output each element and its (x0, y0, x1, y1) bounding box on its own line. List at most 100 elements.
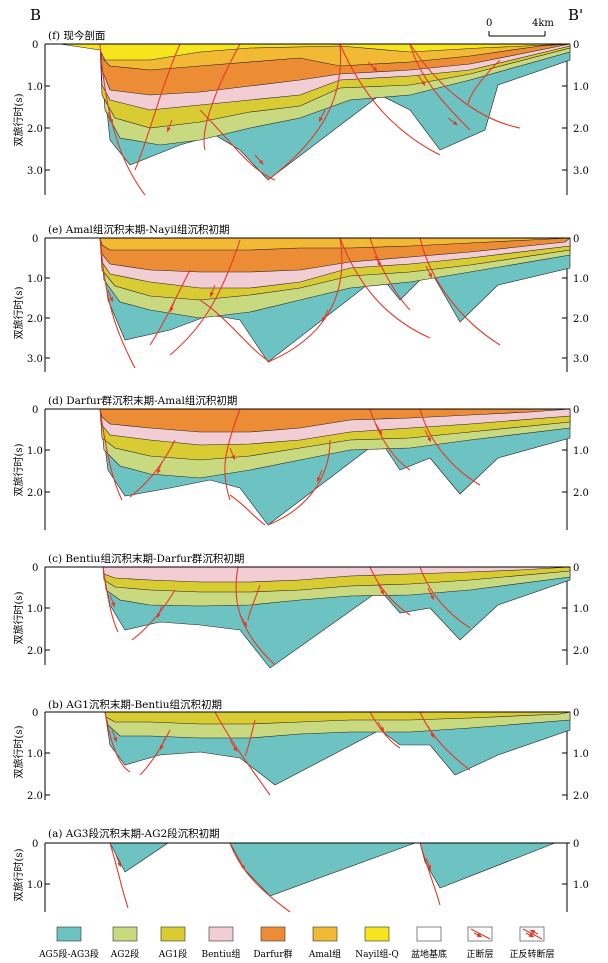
panel-f-tick-left-1: 1.0 (27, 82, 43, 93)
panel-b-tick-left-0: 0 (32, 708, 38, 719)
panel-d-faults (99, 408, 481, 526)
legend-label-nayil-q: Nayil组-Q (355, 948, 399, 960)
panel-f-tick-right-1: 1.0 (573, 82, 589, 93)
panel-b-tick-right-1: 1.0 (573, 749, 589, 760)
panel-b-strata (104, 711, 571, 786)
panel-a-ylabel: 双旅行时(s) (12, 848, 25, 901)
legend-label-inversion-fault: 正反转断层 (509, 948, 554, 960)
panel-f-tick-right-3: 3.0 (573, 166, 589, 177)
panel-f-ylabel: 双旅行时(s) (12, 93, 25, 146)
panel-f-fault-arrows (107, 61, 458, 165)
panel-e-tick-left-0: 0 (32, 234, 38, 245)
panel-f-faults (99, 43, 521, 196)
panel-c-tick-right-1: 1.0 (573, 604, 589, 615)
scale-bar: 0 4km (486, 18, 554, 37)
panel-a-right-axis (562, 842, 568, 912)
panel-b-caption: (b) AG1沉积末期-Bentiu组沉积初期 (48, 698, 222, 711)
panel-a-tick-left-0: 0 (32, 839, 38, 850)
panel-f-strata (59, 43, 571, 181)
panel-f-tick-right-2: 2.0 (573, 124, 589, 135)
panel-c-ylabel: 双旅行时(s) (12, 591, 25, 644)
legend-item-darfur: Darfur群 (253, 926, 293, 960)
legend-item-ag2: AG2段 (110, 926, 139, 960)
inversion-fault-icon (522, 928, 543, 940)
legend-label-ag2: AG2段 (110, 948, 139, 960)
panel-a-strata (109, 842, 556, 897)
panel-a-tick-right-0: 0 (573, 839, 579, 850)
panel-c-tick-right-0: 0 (573, 563, 579, 574)
panel-c-tick-left-2: 2.0 (27, 646, 43, 657)
panel-c-tick-left-0: 0 (32, 563, 38, 574)
legend-item-nayil-q: Nayil组-Q (355, 926, 399, 960)
panel-d: (d) Darfur群沉积末期-Amal组沉积初期 双旅行时(s) 0 1.0 … (12, 394, 589, 530)
panel-a-faults (109, 842, 441, 913)
legend-item-amal: Amal组 (308, 926, 341, 960)
panel-d-tick-left-1: 1.0 (27, 446, 43, 457)
panel-b-tick-left-2: 2.0 (27, 791, 43, 802)
panel-a-caption: (a) AG3段沉积末期-AG2段沉积初期 (48, 827, 220, 840)
panel-d-left-axis (44, 408, 50, 530)
legend-item-basement: 盆地基底 (411, 926, 447, 960)
panel-e: (e) Amal组沉积末期-Nayil组沉积初期 双旅行时(s) 0 1.0 2… (12, 223, 589, 372)
panel-d-tick-left-0: 0 (32, 405, 38, 416)
legend-item-ag1: AG1段 (158, 926, 187, 960)
legend: AG5段-AG3段 AG2段 AG1段 Bentiu组 Darfur群 Amal… (38, 926, 555, 960)
panel-a-tick-right-1: 1.0 (573, 880, 589, 891)
panel-c-tick-right-2: 2.0 (573, 646, 589, 657)
profile-start-label: B (30, 6, 41, 24)
panel-b-tick-right-2: 2.0 (573, 791, 589, 802)
legend-item-bentiu: Bentiu组 (201, 926, 241, 960)
panel-e-left-axis (44, 237, 50, 372)
panel-b-tick-left-1: 1.0 (27, 749, 43, 760)
panel-b: (b) AG1沉积末期-Bentiu组沉积初期 双旅行时(s) 0 1.0 2.… (12, 698, 589, 802)
panel-a: (a) AG3段沉积末期-AG2段沉积初期 双旅行时(s) 0 1.0 0 1.… (12, 827, 589, 913)
legend-label-basement: 盆地基底 (411, 948, 447, 960)
panel-e-caption: (e) Amal组沉积末期-Nayil组沉积初期 (48, 223, 230, 236)
panel-e-tick-left-3: 3.0 (27, 354, 43, 365)
panel-c-tick-left-1: 1.0 (27, 604, 43, 615)
panel-e-tick-right-0: 0 (573, 234, 579, 245)
legend-label-normal-fault: 正断层 (466, 948, 493, 960)
panel-e-faults (99, 237, 501, 369)
panel-a-fault-arrows (115, 854, 431, 871)
panel-e-tick-right-3: 3.0 (573, 354, 589, 365)
scale-zero-label: 0 (486, 18, 492, 29)
legend-item-inversion-fault: 正反转断层 (509, 926, 555, 960)
panel-c: (c) Bentiu组沉积末期-Darfur群沉积初期 双旅行时(s) 0 1.… (12, 552, 589, 669)
panel-d-tick-left-2: 2.0 (27, 488, 43, 499)
panel-f-right-axis (562, 43, 568, 195)
panel-a-left-axis (44, 842, 50, 912)
panel-f-tick-left-0: 0 (32, 40, 38, 51)
panel-e-ylabel: 双旅行时(s) (12, 286, 25, 339)
scale-end-label: 4km (532, 18, 554, 29)
panel-f-caption: (f) 现今剖面 (48, 29, 105, 42)
legend-label-ag1: AG1段 (158, 948, 187, 960)
panel-a-tick-left-1: 1.0 (27, 880, 43, 891)
panel-d-fault-arrows (157, 423, 432, 483)
panel-b-fault-arrows (111, 721, 435, 753)
panel-f-left-axis (44, 43, 50, 195)
panel-b-tick-right-0: 0 (573, 708, 579, 719)
panel-d-caption: (d) Darfur群沉积末期-Amal组沉积初期 (48, 394, 237, 407)
panel-e-tick-left-1: 1.0 (27, 274, 43, 285)
panel-e-tick-right-2: 2.0 (573, 314, 589, 325)
panel-c-caption: (c) Bentiu组沉积末期-Darfur群沉积初期 (48, 552, 244, 565)
legend-item-normal-fault: 正断层 (466, 926, 494, 960)
panel-d-tick-right-2: 2.0 (573, 488, 589, 499)
panel-f-tick-left-3: 3.0 (27, 166, 43, 177)
panel-b-faults (104, 711, 471, 796)
panel-c-strata (102, 566, 571, 669)
panel-c-fault-arrows (109, 583, 435, 628)
panel-f-tick-left-2: 2.0 (27, 124, 43, 135)
legend-label-bentiu: Bentiu组 (201, 948, 240, 960)
panel-d-strata (99, 408, 571, 526)
legend-label-amal: Amal组 (308, 948, 341, 960)
panel-b-left-axis (44, 711, 50, 800)
panel-d-tick-right-1: 1.0 (573, 446, 589, 457)
panel-d-ylabel: 双旅行时(s) (12, 443, 25, 496)
normal-fault-icon (470, 928, 491, 940)
legend-item-ag5-ag3: AG5段-AG3段 (38, 926, 99, 960)
panel-e-fault-arrows (107, 255, 433, 323)
panel-c-left-axis (44, 566, 50, 665)
